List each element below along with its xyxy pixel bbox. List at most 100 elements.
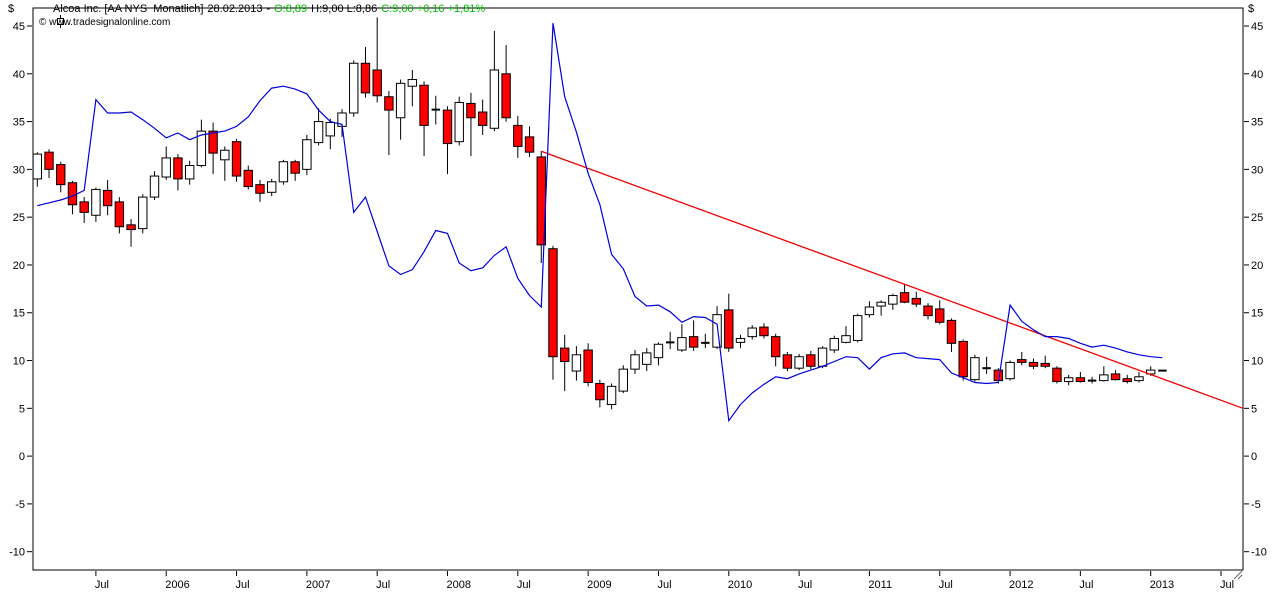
blue-indicator-line xyxy=(37,23,1163,423)
candle-body-down xyxy=(255,184,265,194)
y-tick-label-left: -5 xyxy=(15,499,25,511)
candle-body-up xyxy=(571,354,582,372)
candle-body-up xyxy=(196,130,207,167)
x-tick-label: 2010 xyxy=(728,579,752,591)
chart-header: Alcoa Inc. [AA NYS Monatlich] 28.02.2013… xyxy=(38,2,489,28)
candle-body-down xyxy=(724,309,734,349)
y-tick-label-left: 15 xyxy=(13,308,25,320)
close-change-values: C:9,00 +0,16 +1,81% xyxy=(381,3,486,15)
y-tick-label-right: 10 xyxy=(1251,356,1263,368)
candle-body-up xyxy=(302,139,312,170)
candle-body-up xyxy=(349,62,359,114)
candle-body-down xyxy=(935,308,945,323)
candle-body-down xyxy=(102,189,113,207)
y-tick-label-right: 5 xyxy=(1251,403,1257,415)
candle-body-up xyxy=(220,149,230,161)
candle-body-down xyxy=(290,161,300,174)
candle-body-down xyxy=(1110,373,1121,381)
y-tick-label-left: 0 xyxy=(19,451,25,463)
candle-doji xyxy=(701,341,710,344)
candle-body-down xyxy=(384,96,394,111)
candle-body-down xyxy=(946,319,957,344)
candle-body-up xyxy=(149,175,160,198)
candle-body-down xyxy=(688,336,699,348)
candle-body-up xyxy=(138,196,148,230)
y-tick-label-left: 10 xyxy=(13,356,25,368)
candle-body-up xyxy=(888,295,898,305)
y-tick-label-right: 45 xyxy=(1251,21,1263,33)
candle-body-up xyxy=(395,82,406,119)
x-tick-label: Jul xyxy=(657,579,671,591)
x-tick-label: 2008 xyxy=(447,579,471,591)
y-tick-label-left: 25 xyxy=(13,212,25,224)
watermark-link: © www.tradesignalonline.com xyxy=(39,17,171,28)
candle-body-down xyxy=(442,109,453,145)
candle-body-down xyxy=(126,224,136,231)
candle-doji xyxy=(1158,369,1167,372)
x-tick-label: Jul xyxy=(1220,579,1234,591)
candle-body-down xyxy=(958,340,968,378)
y-tick-label-left: 20 xyxy=(13,260,25,272)
y-tick-label-right: 30 xyxy=(1251,164,1263,176)
candle-body-up xyxy=(407,79,418,87)
high-low-values: H:9,00 L:8,86 xyxy=(311,3,378,15)
candle-body-down xyxy=(372,69,382,97)
candle-body-up xyxy=(747,327,757,338)
open-value: O:8,89 xyxy=(274,3,308,15)
candle-body-down xyxy=(1075,377,1086,383)
candle-doji xyxy=(1087,379,1097,382)
y-tick-label-left: 35 xyxy=(13,117,25,129)
y-tick-label-left: 5 xyxy=(19,403,25,415)
candle-body-up xyxy=(618,368,628,392)
x-tick-label: Jul xyxy=(798,579,812,591)
y-tick-label-right: 15 xyxy=(1251,308,1263,320)
candle-body-up xyxy=(876,301,886,307)
candle-body-up xyxy=(267,181,277,193)
candle-body-up xyxy=(794,356,804,369)
candle-body-down xyxy=(466,102,476,119)
candle-body-up xyxy=(817,347,828,367)
resize-grip[interactable] xyxy=(1233,570,1243,580)
x-tick-label: Jul xyxy=(236,579,250,591)
candle-body-down xyxy=(44,151,54,170)
y-tick-label-left: -10 xyxy=(9,547,25,559)
candle-body-up xyxy=(735,338,746,343)
candle-body-down xyxy=(1040,362,1050,367)
candle-body-down xyxy=(1028,361,1039,367)
x-tick-label: Jul xyxy=(517,579,531,591)
x-tick-label: 2012 xyxy=(1009,579,1033,591)
candle-doji xyxy=(665,341,675,344)
resize-grip[interactable] xyxy=(1237,574,1243,580)
candle-body-down xyxy=(560,347,570,362)
candle-body-down xyxy=(513,124,523,147)
candle-body-down xyxy=(173,157,183,180)
candle-body-down xyxy=(231,141,242,177)
quote-date: 28.02.2013 xyxy=(207,3,263,15)
candle-body-down xyxy=(419,84,429,126)
y-tick-label-right: -10 xyxy=(1251,547,1267,559)
candle-body-down xyxy=(759,326,769,337)
red-downtrend-line xyxy=(541,150,1244,409)
candle-body-up xyxy=(829,338,839,351)
x-tick-label: Jul xyxy=(1079,579,1093,591)
x-tick-label: 2013 xyxy=(1150,579,1174,591)
candle-body-up xyxy=(853,315,863,341)
candle-body-up xyxy=(91,188,101,216)
y-tick-label-right: 0 xyxy=(1251,451,1257,463)
candle-body-down xyxy=(67,182,78,206)
candle-body-up xyxy=(970,357,980,381)
candle-body-down xyxy=(583,349,593,384)
candle-doji xyxy=(431,108,440,111)
x-tick-label: 2006 xyxy=(165,579,189,591)
y-axis-unit-right: $ xyxy=(1248,3,1254,15)
candle-body-up xyxy=(278,161,289,183)
candle-body-up xyxy=(454,101,464,143)
candle-body-down xyxy=(243,169,253,188)
candle-body-up xyxy=(630,354,640,370)
y-tick-label-left: 45 xyxy=(13,21,25,33)
y-tick-label-right: -5 xyxy=(1251,499,1261,511)
candle-body-up xyxy=(1063,377,1074,383)
y-tick-label-right: 25 xyxy=(1251,212,1263,224)
x-tick-label: Jul xyxy=(376,579,390,591)
